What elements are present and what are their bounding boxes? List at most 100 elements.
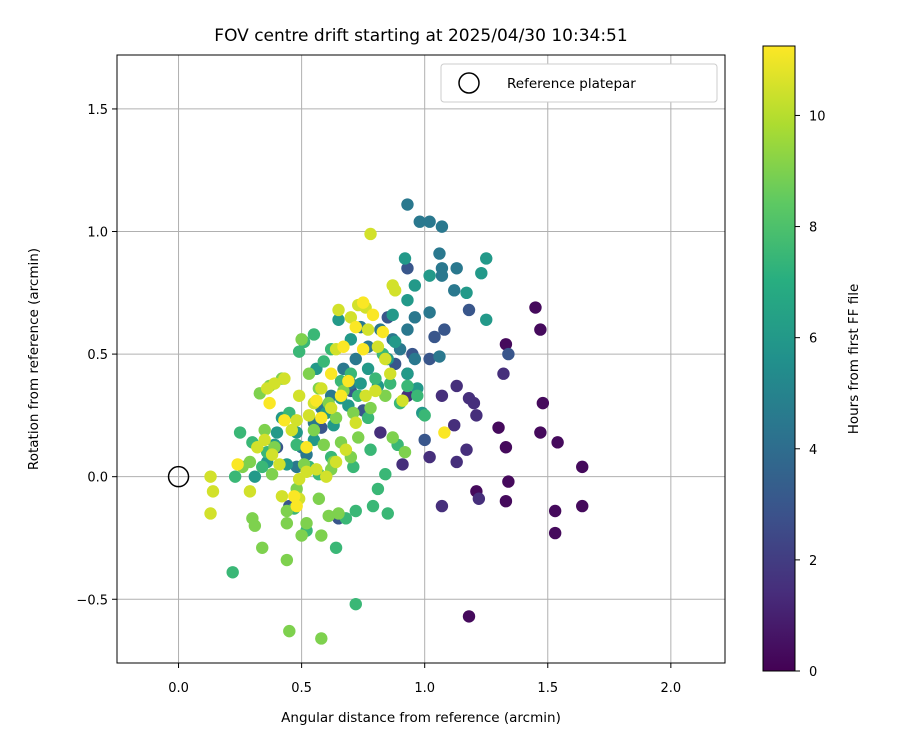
data-point — [329, 541, 343, 554]
data-point — [398, 252, 412, 265]
data-point — [502, 347, 515, 361]
data-point — [290, 438, 303, 452]
data-point — [499, 338, 513, 351]
data-point — [280, 517, 294, 530]
data-point — [320, 470, 333, 483]
data-point — [356, 342, 370, 356]
data-point — [270, 426, 284, 439]
data-point — [413, 215, 426, 228]
plot-frame — [116, 54, 726, 664]
data-point — [278, 414, 291, 427]
data-point — [401, 379, 414, 393]
data-point — [423, 306, 436, 319]
data-point — [337, 340, 350, 353]
chart-title: FOV centre drift starting at 2025/04/30 … — [214, 26, 627, 46]
data-point — [381, 507, 394, 520]
data-point — [300, 441, 313, 454]
data-point — [551, 436, 564, 449]
legend-marker — [458, 72, 480, 94]
data-point — [433, 350, 446, 363]
data-point — [379, 468, 392, 481]
data-point — [576, 460, 589, 474]
data-point — [332, 507, 345, 520]
data-point — [379, 389, 392, 402]
data-point — [349, 352, 362, 366]
data-point — [388, 335, 402, 349]
data-point — [256, 541, 269, 554]
data-point — [435, 389, 449, 402]
data-point — [408, 352, 422, 366]
data-point — [475, 266, 488, 280]
data-point — [315, 382, 328, 395]
data-point — [411, 389, 424, 402]
y-tick-label: 0.0 — [87, 471, 108, 486]
data-point — [536, 396, 550, 410]
data-point — [302, 367, 316, 380]
data-point — [361, 362, 375, 376]
data-point — [251, 441, 264, 454]
data-point — [480, 313, 493, 326]
data-point — [386, 308, 399, 322]
data-point — [329, 411, 343, 425]
data-point — [401, 198, 414, 211]
colorbar-tick-label: 4 — [809, 443, 817, 458]
data-point — [423, 352, 436, 366]
data-point — [204, 470, 217, 483]
data-point — [349, 597, 362, 611]
data-point — [246, 512, 259, 525]
data-point — [295, 333, 308, 346]
data-point — [292, 345, 306, 358]
data-point — [359, 389, 372, 402]
data-point — [280, 504, 294, 518]
data-point — [450, 379, 463, 393]
data-point — [354, 377, 367, 390]
data-point — [312, 492, 326, 505]
data-point — [396, 394, 409, 407]
data-point — [273, 458, 286, 471]
data-point — [499, 441, 513, 454]
data-point — [339, 443, 353, 456]
data-point — [435, 220, 449, 233]
data-point — [315, 632, 328, 645]
data-point — [472, 492, 486, 505]
colorbar-label: Hours from first FF file — [846, 284, 862, 435]
data-point — [265, 448, 279, 461]
data-point — [280, 553, 294, 567]
x-axis-ticks: 0.0 0.5 1.0 1.5 2.0 — [168, 663, 681, 696]
x-tick-label: 1.5 — [537, 681, 558, 696]
data-point — [450, 455, 463, 469]
data-point — [438, 426, 451, 439]
data-point — [435, 269, 449, 282]
data-point — [398, 445, 412, 459]
data-point — [384, 367, 397, 380]
data-point — [310, 463, 323, 476]
data-point — [548, 526, 562, 540]
colorbar-ticks: 0 2 4 6 8 10 — [795, 109, 826, 680]
data-point — [423, 215, 436, 228]
y-axis-label: Rotation from reference (arcmin) — [26, 248, 42, 470]
data-point — [401, 262, 414, 275]
data-point — [329, 455, 343, 469]
data-point — [347, 460, 360, 474]
data-point — [388, 284, 402, 297]
data-point — [462, 303, 476, 317]
data-point — [302, 409, 316, 422]
data-point — [401, 293, 414, 307]
legend-label: Reference platepar — [507, 76, 636, 92]
data-point — [204, 507, 217, 520]
data-point — [462, 610, 476, 623]
data-point — [467, 396, 481, 410]
data-point — [534, 426, 547, 439]
data-point — [342, 374, 355, 388]
legend-box — [440, 63, 718, 103]
y-tick-label: −0.5 — [76, 593, 108, 608]
data-point — [315, 411, 328, 425]
colorbar-tick-label: 10 — [809, 109, 826, 124]
data-point — [366, 308, 380, 322]
data-point — [470, 409, 483, 422]
data-point — [243, 485, 257, 498]
data-point — [349, 504, 362, 518]
data-point — [361, 411, 375, 425]
data-point — [364, 227, 377, 241]
